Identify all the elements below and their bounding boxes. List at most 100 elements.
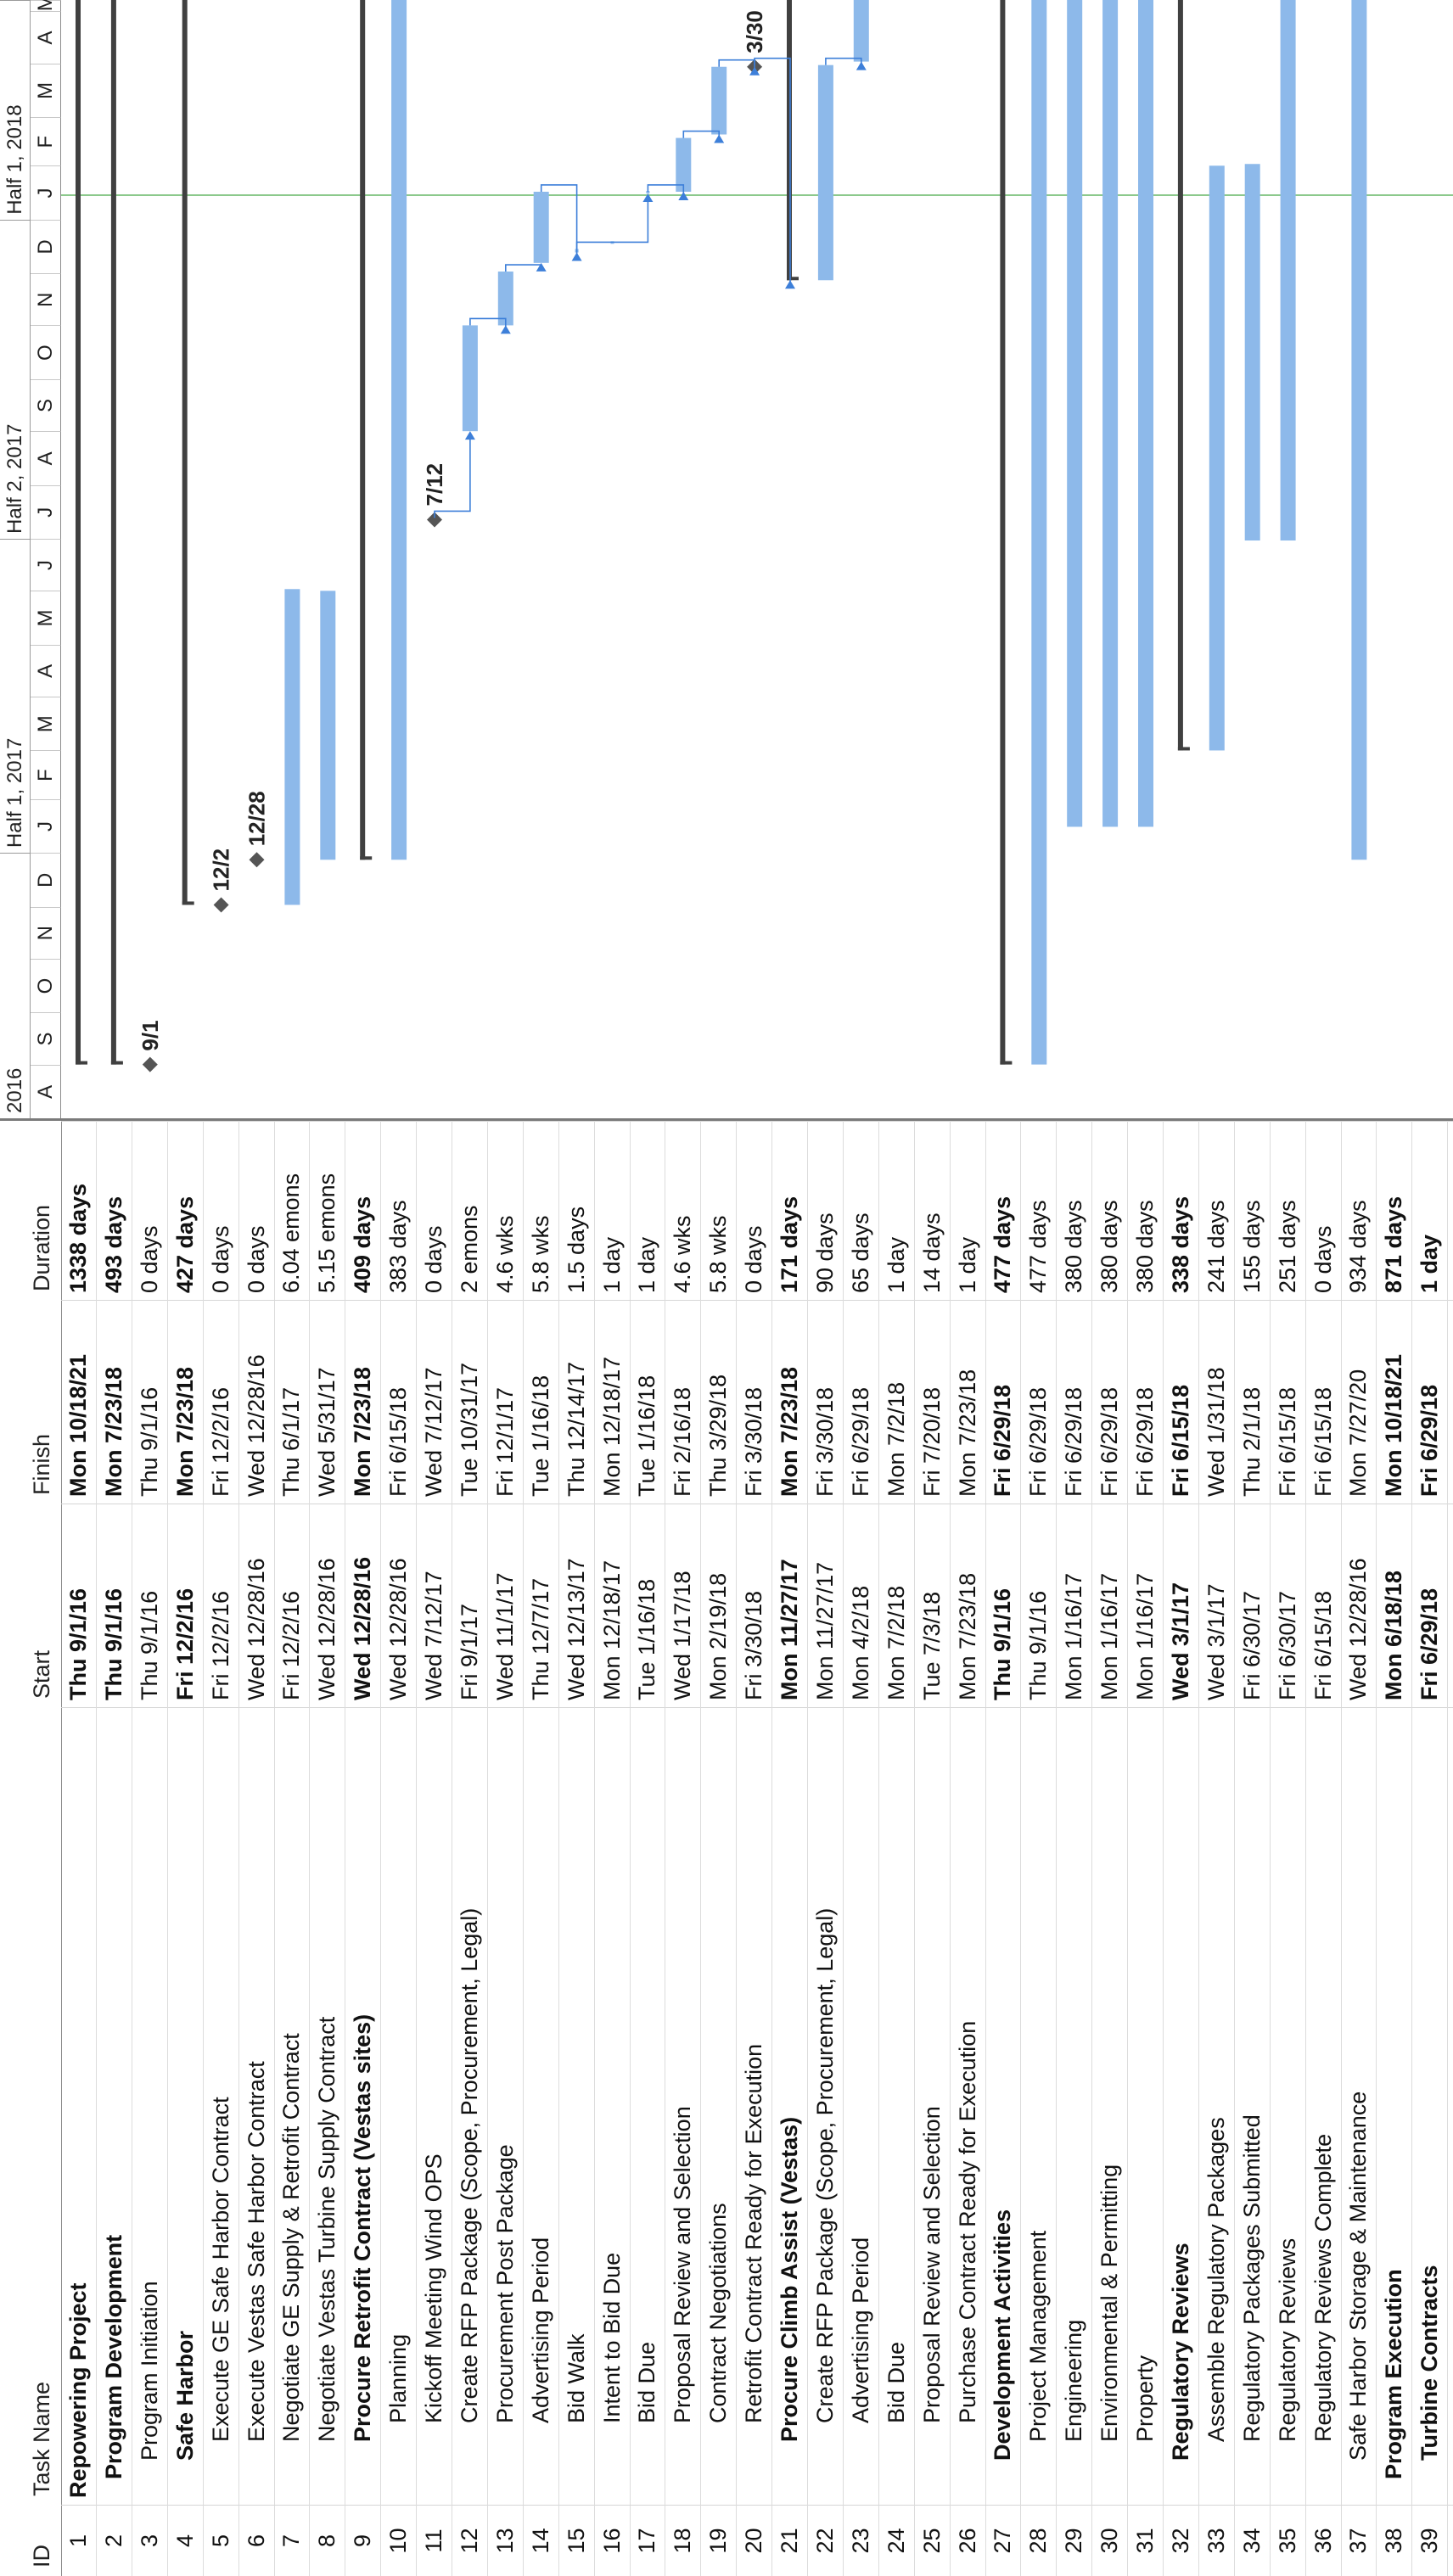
col-header-duration[interactable]: Duration [0,1120,62,1300]
task-name-cell[interactable]: Intent to Bid Due [594,1707,630,2505]
task-start-cell[interactable]: Thu 9/1/16 [96,1504,132,1707]
task-id-cell[interactable]: 31 [1128,2505,1163,2576]
task-start-cell[interactable]: Wed 12/28/16 [345,1504,381,1707]
task-name-cell[interactable]: Proposal Review and Selection [665,1707,701,2505]
task-name-cell[interactable]: Contract Negotiations [701,1707,737,2505]
task-id-cell[interactable]: 9 [345,2505,381,2576]
task-start-cell[interactable]: Thu 9/1/16 [985,1504,1021,1707]
task-start-cell[interactable]: Fri 12/2/16 [167,1504,203,1707]
task-duration-cell[interactable]: 1 day [594,1121,630,1300]
task-start-cell[interactable]: Mon 11/27/17 [807,1504,843,1707]
task-finish-cell[interactable]: Fri 6/29/18 [1021,1300,1057,1504]
task-duration-cell[interactable]: 427 days [167,1121,203,1300]
task-duration-cell[interactable]: 0 days [417,1121,452,1300]
task-start-cell[interactable]: Wed 7/12/17 [417,1504,452,1707]
task-bar[interactable] [853,0,869,62]
summary-bar[interactable] [76,0,81,1065]
task-id-cell[interactable]: 13 [487,2505,523,2576]
task-duration-cell[interactable]: 871 days [1377,1121,1412,1300]
task-duration-cell[interactable]: 0 days [238,1121,274,1300]
task-id-cell[interactable]: 15 [558,2505,594,2576]
task-name-cell[interactable]: Procurement Post Package [487,1707,523,2505]
task-row[interactable]: 5 Execute GE Safe Harbor Contract Fri 12/2… [203,1121,239,2576]
task-finish-cell[interactable]: Mon 7/23/18 [772,1300,807,1504]
task-finish-cell[interactable]: Mon 7/23/18 [950,1300,985,1504]
task-row[interactable]: 8 Negotiate Vestas Turbine Supply Contrac… [310,1121,346,2576]
task-finish-cell[interactable]: Thu 9/1/16 [132,1300,167,1504]
task-duration-cell[interactable]: 380 days [1057,1121,1092,1300]
task-name-cell[interactable]: Assemble Regulatory Packages [1198,1707,1234,2505]
task-finish-cell[interactable]: Fri 12/1/17 [487,1300,523,1504]
task-duration-cell[interactable]: 338 days [1163,1121,1198,1300]
task-start-cell[interactable]: Mon 4/2/18 [843,1504,878,1707]
task-row[interactable]: 21 Procure Climb Assist (Vestas) Mon 11/27… [772,1121,808,2576]
task-bar[interactable] [284,589,300,905]
task-row[interactable]: 9 Procure Retrofit Contract (Vestas sites… [345,1121,382,2576]
task-start-cell[interactable]: Mon 1/16/17 [1092,1504,1128,1707]
task-start-cell[interactable]: Mon 12/18/17 [594,1504,630,1707]
task-id-cell[interactable]: 2 [96,2505,132,2576]
task-duration-cell[interactable]: 0 days [1305,1121,1341,1300]
task-id-cell[interactable]: 17 [630,2505,665,2576]
task-start-cell[interactable]: Wed 12/28/16 [381,1504,417,1707]
task-finish-cell[interactable]: Mon 12/18/17 [594,1300,630,1504]
task-start-cell[interactable]: Wed 12/28/16 [310,1504,345,1707]
task-finish-cell[interactable]: Fri 6/29/18 [843,1300,878,1504]
task-row[interactable]: 34 Regulatory Packages Submitted Fri 6/30/… [1234,1121,1271,2576]
task-name-cell[interactable]: Advertising Period [523,1707,558,2505]
task-name-cell[interactable]: Advertising Period [843,1707,878,2505]
task-id-cell[interactable]: 26 [950,2505,985,2576]
task-id-cell[interactable]: 18 [665,2505,701,2576]
task-id-cell[interactable]: 12 [452,2505,487,2576]
task-name-cell[interactable]: Engineering [1057,1707,1092,2505]
task-duration-cell[interactable]: 380 days [1092,1121,1128,1300]
milestone-diamond[interactable] [249,852,265,868]
task-duration-cell[interactable]: 65 days [843,1121,878,1300]
task-id-cell[interactable]: 32 [1163,2505,1198,2576]
task-finish-cell[interactable]: Tue 1/16/18 [630,1300,665,1504]
task-name-cell[interactable]: Property [1128,1707,1163,2505]
task-row[interactable]: 15 Bid Walk Wed 12/13/17 Thu 12/14/17 1.5 da… [558,1121,595,2576]
task-duration-cell[interactable]: 4.6 wks [487,1121,523,1300]
task-name-cell[interactable]: Safe Harbor Storage & Maintenance [1341,1707,1377,2505]
task-name-cell[interactable]: Retrofit Contract Ready for Execution [737,1707,772,2505]
task-start-cell[interactable]: Mon 6/18/18 [1377,1504,1412,1707]
task-row[interactable]: 12 Create RFP Package (Scope, Procurement… [452,1121,488,2576]
task-id-cell[interactable]: 35 [1270,2505,1305,2576]
task-row[interactable]: 31 Property Mon 1/16/17 Fri 6/29/18 380 days [1128,1121,1164,2576]
task-name-cell[interactable]: Bid Walk [558,1707,594,2505]
task-finish-cell[interactable]: Fri 6/15/18 [1305,1300,1341,1504]
task-bar[interactable] [676,137,692,192]
task-bar[interactable] [533,191,549,263]
task-name-cell[interactable]: Execute GE Turbine Retrofit Contract [1448,1707,1453,2505]
task-id-cell[interactable]: 1 [61,2505,96,2576]
task-start-cell[interactable]: Wed 11/1/17 [487,1504,523,1707]
task-row[interactable]: 26 Purchase Contract Ready for Execution M… [950,1121,986,2576]
task-bar[interactable] [646,191,650,194]
task-duration-cell[interactable]: 383 days [381,1121,417,1300]
task-row[interactable]: 7 Negotiate GE Supply & Retrofit Contract… [274,1121,311,2576]
summary-bar[interactable] [110,0,116,1065]
task-id-cell[interactable]: 40 [1448,2505,1453,2576]
task-row[interactable]: 3 Program Initiation Thu 9/1/16 Thu 9/1/16 0… [132,1121,168,2576]
task-id-cell[interactable]: 36 [1305,2505,1341,2576]
task-id-cell[interactable]: 7 [274,2505,310,2576]
task-start-cell[interactable]: Fri 6/30/17 [1234,1504,1270,1707]
task-finish-cell[interactable]: Fri 12/2/16 [203,1300,238,1504]
col-header-id[interactable]: ID [0,2504,62,2576]
task-finish-cell[interactable]: Mon 10/18/21 [61,1300,96,1504]
task-id-cell[interactable]: 19 [701,2505,737,2576]
task-name-cell[interactable]: Execute GE Safe Harbor Contract [203,1707,238,2505]
task-finish-cell[interactable]: Mon 10/18/21 [1377,1300,1412,1504]
task-start-cell[interactable]: Wed 3/1/17 [1163,1504,1198,1707]
milestone-diamond[interactable] [213,897,229,913]
task-start-cell[interactable]: Fri 12/2/16 [274,1504,310,1707]
task-name-cell[interactable]: Safe Harbor [167,1707,203,2505]
task-row[interactable]: 1 Repowering Project Thu 9/1/16 Mon 10/18/2… [61,1121,97,2576]
col-header-task-name[interactable]: Task Name [0,1706,62,2505]
task-bar[interactable] [497,272,513,326]
task-name-cell[interactable]: Purchase Contract Ready for Execution [950,1707,985,2505]
task-name-cell[interactable]: Turbine Contracts [1412,1707,1448,2505]
task-finish-cell[interactable]: Mon 7/23/18 [96,1300,132,1504]
task-bar[interactable] [1067,0,1083,827]
